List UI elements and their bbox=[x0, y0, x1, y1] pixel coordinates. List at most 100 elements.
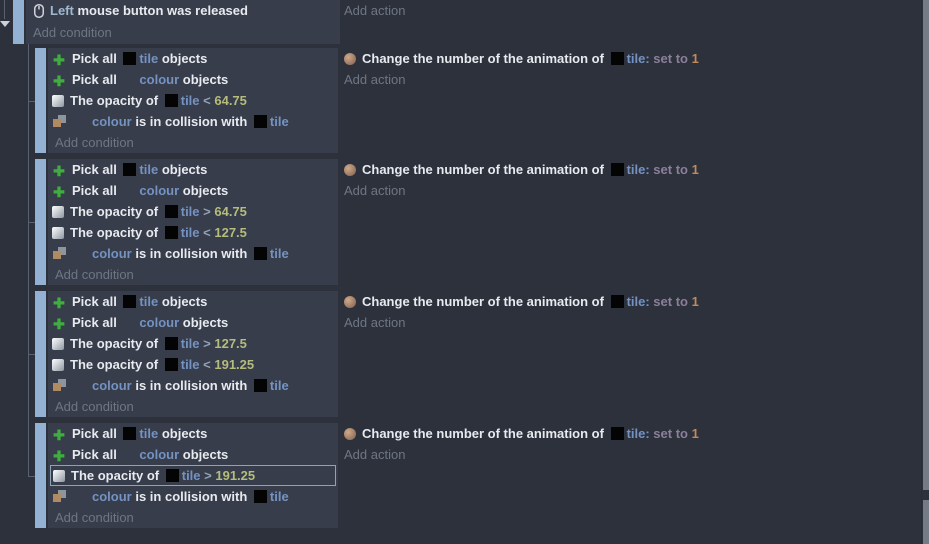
condition-row-pick-all[interactable]: Pick all tile objects bbox=[48, 159, 338, 180]
add-action-button[interactable]: Add action bbox=[344, 444, 405, 465]
text-segment: tile: bbox=[627, 162, 650, 177]
object-thumbnail bbox=[165, 94, 178, 107]
text-segment: is in collision with bbox=[132, 378, 251, 393]
text-segment: 64.75 bbox=[214, 204, 247, 219]
condition-row-collision[interactable]: colour is in collision with tile bbox=[48, 111, 338, 132]
text-segment: tile bbox=[139, 51, 158, 66]
condition-row-opacity[interactable]: The opacity of tile < 191.25 bbox=[48, 354, 338, 375]
vertical-scrollbar[interactable] bbox=[921, 0, 929, 544]
invisible-object-thumbnail bbox=[123, 316, 136, 329]
condition-row-pick-all[interactable]: Pick all colour objects bbox=[48, 444, 338, 465]
text-segment: tile bbox=[181, 357, 200, 372]
condition-row-pick-all[interactable]: Pick all colour objects bbox=[48, 180, 338, 201]
text-segment: objects bbox=[158, 162, 207, 177]
object-thumbnail bbox=[123, 295, 136, 308]
text-segment: < bbox=[200, 357, 215, 372]
condition-param: Left bbox=[50, 3, 74, 18]
text-segment: colour bbox=[139, 315, 179, 330]
add-condition-button[interactable]: Add condition bbox=[48, 396, 338, 417]
condition-row-collision[interactable]: colour is in collision with tile bbox=[48, 375, 338, 396]
object-thumbnail bbox=[123, 427, 136, 440]
add-action-button[interactable]: Add action bbox=[344, 180, 405, 201]
text-segment: colour bbox=[139, 183, 179, 198]
text-segment: tile: bbox=[627, 51, 650, 66]
action-row-change-animation[interactable]: Change the number of the animation of ti… bbox=[344, 48, 699, 69]
opacity-icon bbox=[53, 470, 65, 482]
text-segment: The opacity of bbox=[71, 468, 163, 483]
add-action-button[interactable]: Add action bbox=[344, 312, 405, 333]
invisible-object-thumbnail bbox=[123, 448, 136, 461]
text-segment: Pick all bbox=[72, 294, 120, 309]
condition-row-pick-all[interactable]: Pick all colour objects bbox=[48, 69, 338, 90]
object-thumbnail bbox=[165, 358, 178, 371]
condition-row-collision[interactable]: colour is in collision with tile bbox=[48, 486, 338, 507]
condition-row-opacity[interactable]: The opacity of tile > 64.75 bbox=[48, 201, 338, 222]
scrollbar-thumb[interactable] bbox=[923, 500, 929, 544]
condition-row-opacity[interactable]: The opacity of tile > 127.5 bbox=[48, 333, 338, 354]
object-thumbnail bbox=[254, 379, 267, 392]
condition-row-pick-all[interactable]: Pick all tile objects bbox=[48, 291, 338, 312]
text-segment: The opacity of bbox=[70, 357, 162, 372]
condition-row-pick-all[interactable]: Pick all tile objects bbox=[48, 423, 338, 444]
text-segment: tile: bbox=[627, 426, 650, 441]
event-selection-bar[interactable] bbox=[35, 291, 46, 417]
scrollbar-thumb[interactable] bbox=[923, 0, 929, 490]
condition-row-pick-all[interactable]: Pick all colour objects bbox=[48, 312, 338, 333]
condition-row-mouse-released[interactable]: Left mouse button was released bbox=[26, 0, 340, 22]
condition-row-collision[interactable]: colour is in collision with tile bbox=[48, 243, 338, 264]
pick-all-icon bbox=[52, 164, 66, 178]
text-segment: objects bbox=[158, 51, 207, 66]
event-selection-bar[interactable] bbox=[13, 0, 24, 44]
add-action-button[interactable]: Add action bbox=[344, 0, 405, 21]
add-condition-button[interactable]: Add condition bbox=[26, 22, 340, 43]
text-segment: tile bbox=[182, 468, 201, 483]
text-segment: 64.75 bbox=[214, 93, 247, 108]
opacity-icon bbox=[52, 359, 64, 371]
text-segment: Pick all bbox=[72, 426, 120, 441]
object-thumbnail bbox=[123, 52, 136, 65]
text-segment: colour bbox=[92, 114, 132, 129]
condition-row-opacity[interactable]: The opacity of tile < 64.75 bbox=[48, 90, 338, 111]
add-condition-button[interactable]: Add condition bbox=[48, 264, 338, 285]
tree-connector-line bbox=[28, 44, 29, 476]
text-segment: 191.25 bbox=[215, 468, 255, 483]
text-segment: colour bbox=[92, 489, 132, 504]
event-conditions-panel: Pick all tile objectsPick all colour obj… bbox=[48, 48, 338, 153]
add-condition-button[interactable]: Add condition bbox=[48, 507, 338, 528]
action-row-change-animation[interactable]: Change the number of the animation of ti… bbox=[344, 159, 699, 180]
condition-row-opacity[interactable]: The opacity of tile < 127.5 bbox=[48, 222, 338, 243]
mouse-icon bbox=[34, 3, 44, 17]
object-thumbnail bbox=[254, 490, 267, 503]
text-segment: > bbox=[201, 468, 216, 483]
text-segment: set to bbox=[650, 51, 692, 66]
text-segment: < bbox=[200, 93, 215, 108]
pick-all-icon bbox=[52, 296, 66, 310]
action-row-change-animation[interactable]: Change the number of the animation of ti… bbox=[344, 423, 699, 444]
text-segment: set to bbox=[650, 426, 692, 441]
text-segment: colour bbox=[139, 447, 179, 462]
text-segment: 1 bbox=[692, 162, 699, 177]
animation-icon bbox=[344, 164, 356, 176]
add-action-button[interactable]: Add action bbox=[344, 69, 405, 90]
text-segment: 1 bbox=[692, 294, 699, 309]
condition-row-opacity[interactable]: The opacity of tile > 191.25 bbox=[50, 465, 336, 486]
text-segment: Change the number of the animation of bbox=[362, 51, 608, 66]
text-segment: tile bbox=[139, 426, 158, 441]
tree-connector-line bbox=[28, 222, 35, 223]
text-segment: Pick all bbox=[72, 315, 120, 330]
event-selection-bar[interactable] bbox=[35, 423, 46, 528]
text-segment: 127.5 bbox=[214, 336, 247, 351]
text-segment: > bbox=[200, 204, 215, 219]
event-selection-bar[interactable] bbox=[35, 159, 46, 285]
text-segment: set to bbox=[650, 162, 692, 177]
pick-all-icon bbox=[52, 74, 66, 88]
collision-icon bbox=[52, 115, 67, 128]
collapse-arrow-icon[interactable] bbox=[0, 21, 10, 27]
object-thumbnail bbox=[254, 115, 267, 128]
text-segment: Pick all bbox=[72, 72, 120, 87]
pick-all-icon bbox=[52, 317, 66, 331]
add-condition-button[interactable]: Add condition bbox=[48, 132, 338, 153]
action-row-change-animation[interactable]: Change the number of the animation of ti… bbox=[344, 291, 699, 312]
event-selection-bar[interactable] bbox=[35, 48, 46, 153]
condition-row-pick-all[interactable]: Pick all tile objects bbox=[48, 48, 338, 69]
